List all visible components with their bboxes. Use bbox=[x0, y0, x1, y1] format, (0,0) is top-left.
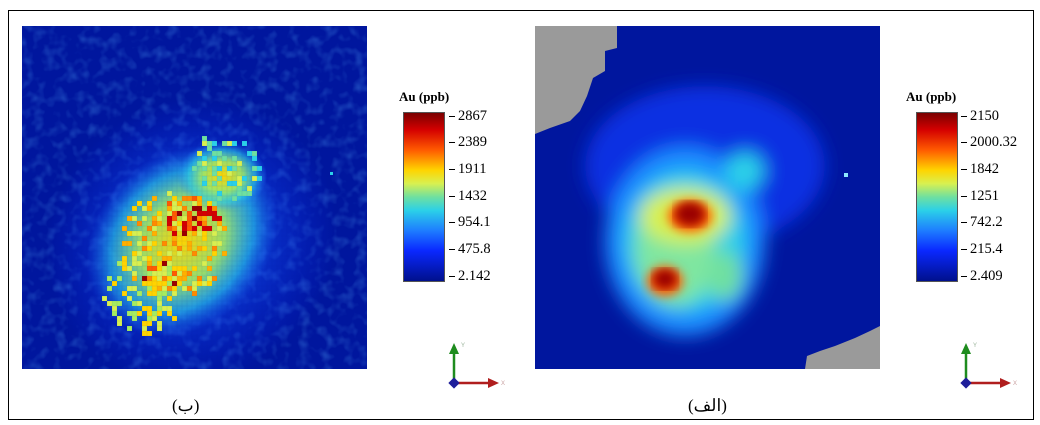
axis-label-x-b: X bbox=[501, 381, 505, 387]
figure-frame bbox=[8, 10, 1034, 420]
colorbar-tick-alef-3: 1251 bbox=[961, 188, 999, 204]
heatmap-alef bbox=[535, 26, 880, 369]
colorbar-tick-alef-6: 2.409 bbox=[961, 268, 1003, 284]
colorbar-tick-b-6: 2.142 bbox=[449, 268, 491, 284]
heatmap-b bbox=[22, 26, 367, 369]
axis-label-y-alef: Y bbox=[973, 343, 977, 349]
colorbar-tick-b-0: 2867 bbox=[449, 108, 487, 124]
colorbar-title-alef: Au (ppb) bbox=[906, 89, 957, 104]
axis-label-y-b: Y bbox=[461, 343, 465, 349]
caption-b: (ب) bbox=[172, 396, 200, 415]
axis-triad-b: Y X bbox=[448, 343, 505, 389]
colorbar-tick-alef-2: 1842 bbox=[961, 161, 999, 177]
colorbar-alef bbox=[916, 112, 958, 282]
colorbar-tick-alef-4: 742.2 bbox=[961, 214, 1003, 230]
colorbar-tick-b-5: 475.8 bbox=[449, 241, 491, 257]
colorbar-tick-b-4: 954.1 bbox=[449, 214, 491, 230]
axis-label-x-alef: X bbox=[1013, 381, 1017, 387]
caption-alef: (الف) bbox=[688, 396, 727, 415]
colorbar-tick-b-3: 1432 bbox=[449, 188, 487, 204]
colorbar-tick-b-1: 2389 bbox=[449, 134, 487, 150]
colorbar-b bbox=[403, 112, 445, 282]
axis-triad-alef: Y X bbox=[960, 343, 1017, 389]
colorbar-title-b: Au (ppb) bbox=[399, 89, 450, 104]
colorbar-tick-alef-0: 2150 bbox=[961, 108, 999, 124]
colorbar-tick-alef-5: 215.4 bbox=[961, 241, 1003, 257]
colorbar-tick-b-2: 1911 bbox=[448, 161, 487, 177]
colorbar-tick-alef-1: 2000.32 bbox=[960, 134, 1018, 150]
